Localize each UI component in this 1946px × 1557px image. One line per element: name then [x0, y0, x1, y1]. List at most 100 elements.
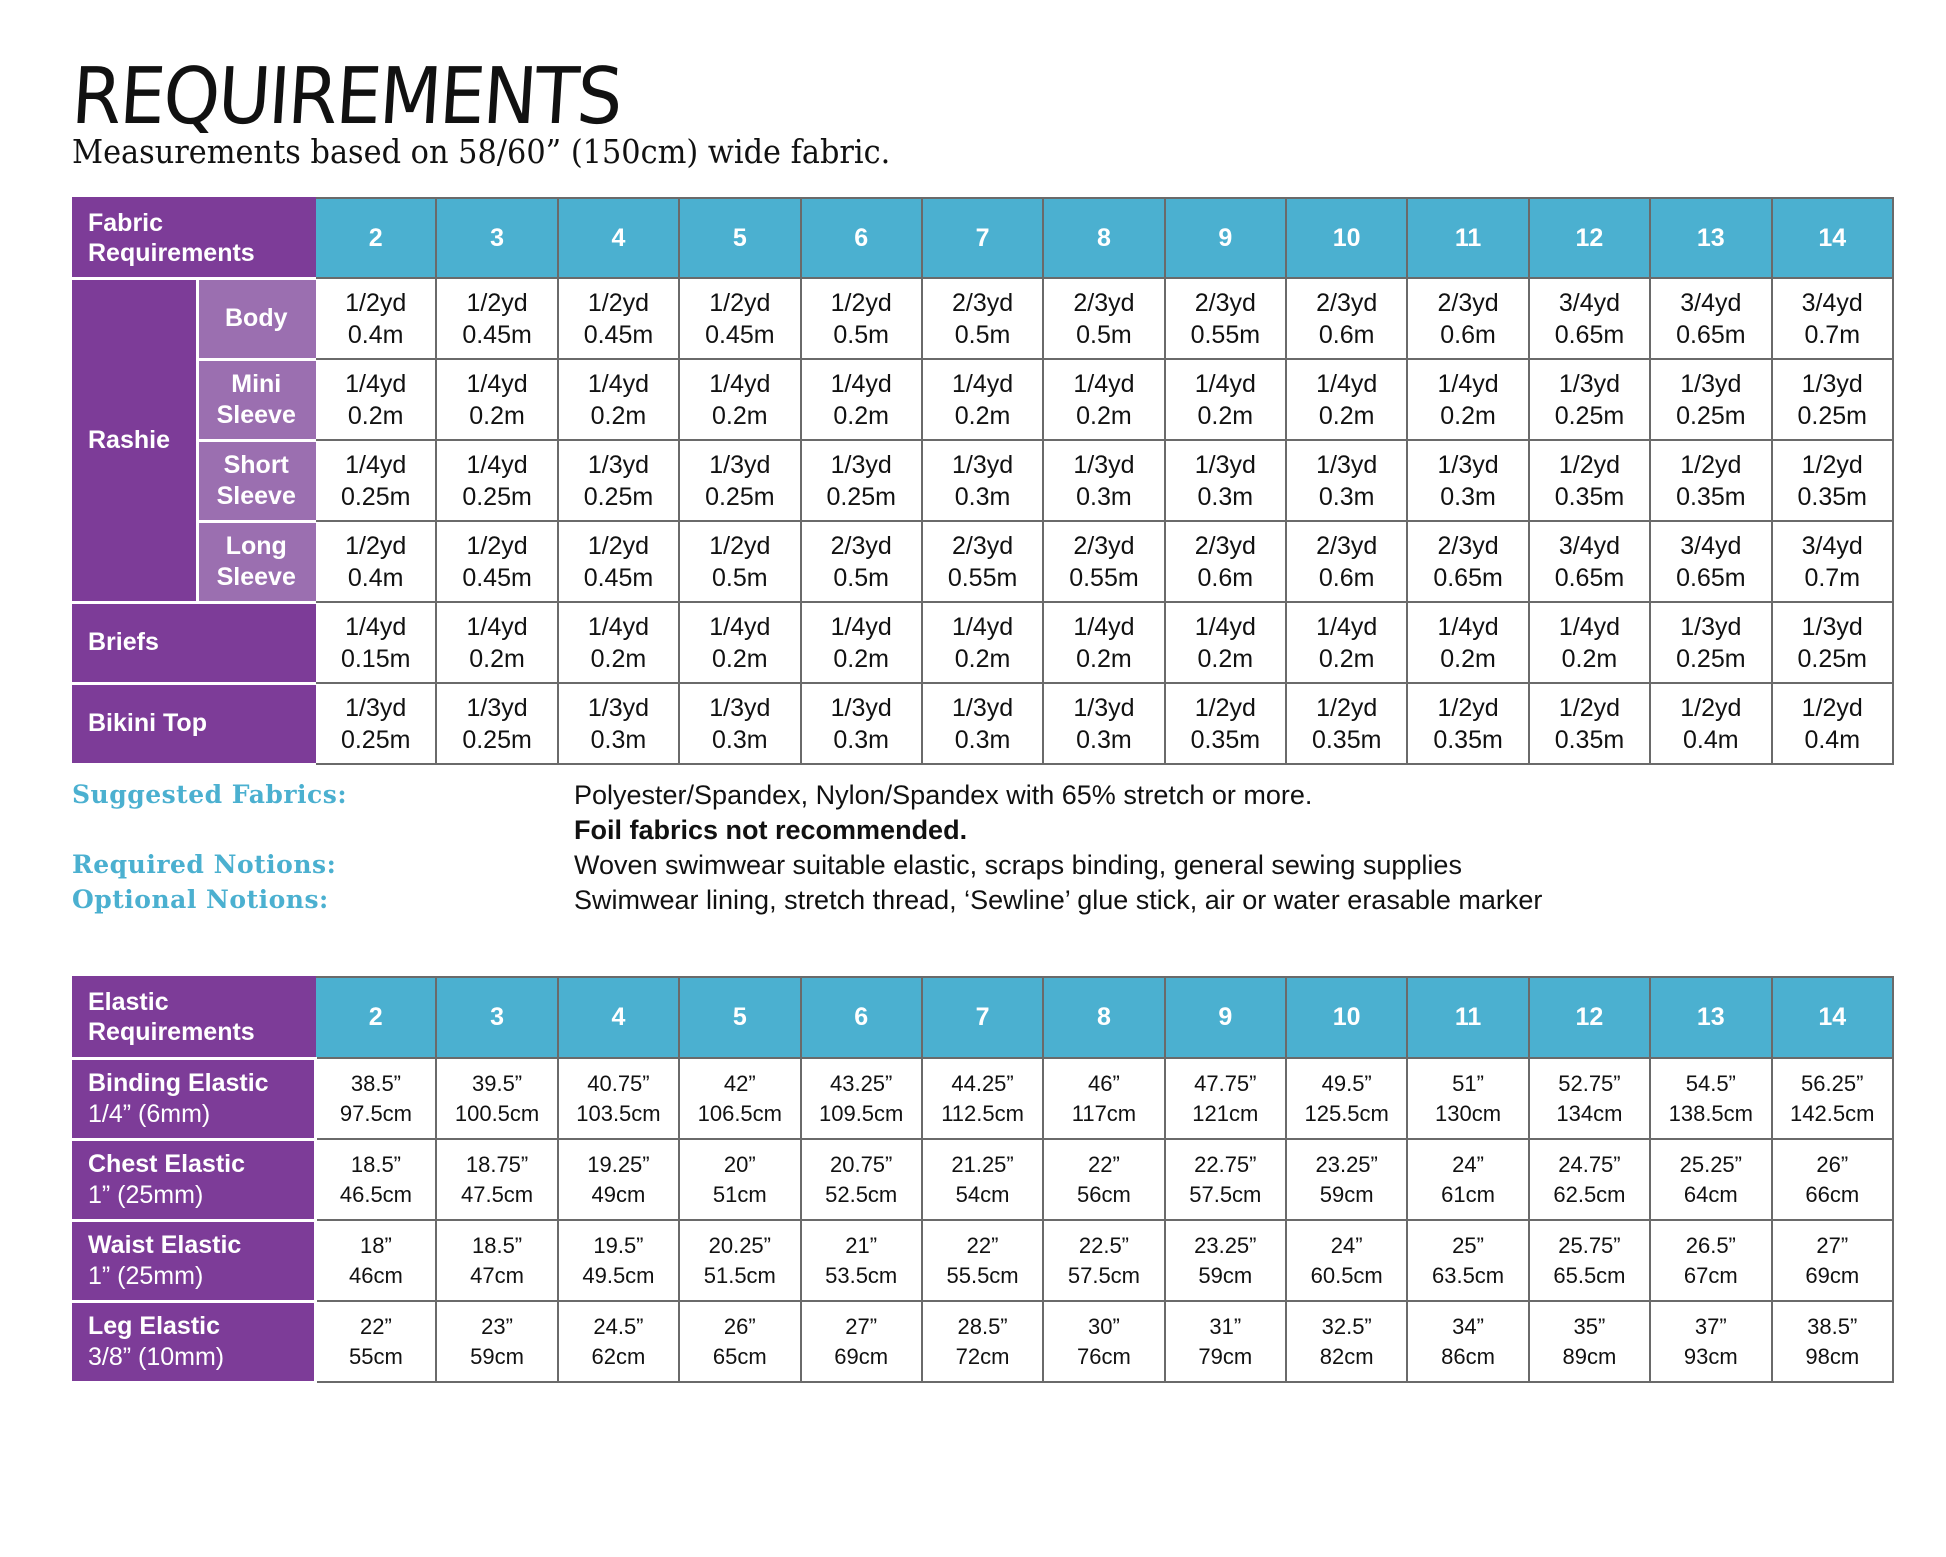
cell-line-2: 0.25m — [462, 725, 532, 754]
cell-line-2: 0.35m — [1433, 725, 1503, 754]
cell-line-2: 0.3m — [1076, 725, 1132, 754]
cell-line-1: 2/3yd — [830, 531, 892, 560]
table-cell: 54.5” 138.5cm — [1649, 1057, 1773, 1140]
cell-line-2: 0.65m — [1554, 320, 1625, 349]
cell-line-2: 67cm — [1683, 1262, 1738, 1288]
table-cell: 1/4yd 0.2m — [799, 358, 923, 441]
size-header-3: 3 — [435, 197, 559, 279]
cell-line-1: 1/4yd — [951, 369, 1014, 398]
cell-line-1: 1/3yd — [830, 693, 892, 722]
cell-line-2: 0.5m — [712, 563, 768, 592]
table-cell: 1/4yd 0.2m — [1163, 358, 1288, 441]
cell-line-1: 1/4yd — [1316, 612, 1378, 641]
cell-line-2: 0.6m — [1197, 563, 1254, 592]
cell-line-2: 0.3m — [1076, 482, 1132, 511]
table-cell: 1/4yd 0.15m — [313, 601, 438, 684]
table-cell: 38.5” 98cm — [1770, 1300, 1894, 1383]
cell-line-2: 0.2m — [712, 401, 768, 430]
cell-line-2: 0.7m — [1804, 320, 1861, 349]
cell-line-1: 3/4yd — [1558, 531, 1621, 560]
table-cell: 3/4yd 0.65m — [1527, 277, 1652, 360]
cell-line-1: 30” — [1088, 1313, 1120, 1339]
row-label: Short Sleeve — [196, 439, 316, 523]
cell-line-1: 52.75” — [1558, 1070, 1621, 1096]
cell-line-1: 1/2yd — [1194, 693, 1256, 722]
cell-line-1: 22” — [360, 1313, 392, 1339]
cell-line-1: 44.25” — [951, 1070, 1014, 1096]
table-cell: 22” 55cm — [313, 1300, 438, 1383]
cell-line-2: 112.5cm — [941, 1100, 1024, 1126]
cell-line-1: 1/2yd — [830, 288, 892, 317]
cell-line-1: 40.75” — [587, 1070, 650, 1096]
cell-line-2: 0.65m — [1433, 563, 1503, 592]
table-cell: 2/3yd 0.6m — [1284, 520, 1409, 603]
table-cell: 2/3yd 0.55m — [1042, 520, 1166, 603]
cell-line-1: 2/3yd — [1437, 531, 1499, 560]
cell-line-2: 0.45m — [583, 563, 654, 592]
cell-line-2: 0.35m — [1676, 482, 1746, 511]
table-row: Leg Elastic 3/8” (10mm) 22” 55cm 23” 59cm 24.5… — [72, 1300, 1894, 1384]
cell-line-1: 2/3yd — [1194, 288, 1256, 317]
cell-line-2: 0.2m — [469, 644, 525, 673]
cell-line-2: 61cm — [1441, 1181, 1495, 1207]
table-cell: 26” 65cm — [678, 1300, 802, 1383]
row-group-label: Rashie — [72, 277, 199, 604]
table-cell: 1/2yd 0.45m — [556, 520, 681, 603]
cell-line-1: 43.25” — [829, 1070, 893, 1096]
cell-line-2: 0.2m — [833, 401, 889, 430]
table-cell: 32.5” 82cm — [1284, 1300, 1409, 1383]
cell-line-2: 0.45m — [462, 320, 532, 349]
cell-line-2: 0.45m — [583, 320, 654, 349]
cell-line-1: 1/3yd — [587, 450, 650, 479]
table-cell: 3/4yd 0.7m — [1770, 277, 1894, 360]
table-cell: 38.5” 97.5cm — [313, 1057, 438, 1140]
cell-line-1: 23.25” — [1194, 1232, 1257, 1258]
size-header-10: 10 — [1284, 976, 1409, 1059]
table-cell: 1/3yd 0.25m — [1649, 358, 1773, 441]
cell-line-2: 0.4m — [347, 563, 404, 592]
table-cell: 1/4yd 0.25m — [435, 439, 559, 522]
table-header-label: Fabric Requirements — [72, 197, 316, 280]
cell-line-1: 1/2yd — [466, 288, 528, 317]
table-cell: 43.25” 109.5cm — [799, 1057, 923, 1140]
size-header-13: 13 — [1649, 197, 1773, 279]
table-cell: 1/3yd 0.25m — [678, 439, 802, 522]
cell-line-1: 26.5” — [1685, 1232, 1736, 1258]
cell-line-1: 22” — [1088, 1151, 1120, 1177]
size-header-7: 7 — [920, 197, 1045, 279]
table-cell: 1/3yd 0.25m — [1527, 358, 1652, 441]
cell-line-1: 25.25” — [1679, 1151, 1742, 1177]
table-cell: 2/3yd 0.5m — [920, 277, 1045, 360]
cell-line-1: 2/3yd — [1194, 531, 1256, 560]
cell-line-1: 1/3yd — [1801, 369, 1863, 398]
table-cell: 25.75” 65.5cm — [1527, 1219, 1652, 1302]
cell-line-2: 89cm — [1562, 1343, 1617, 1369]
cell-line-1: 32.5” — [1321, 1313, 1372, 1339]
cell-line-2: 0.25m — [1676, 401, 1746, 430]
cell-line-2: 0.6m — [1318, 320, 1375, 349]
cell-line-1: 1/3yd — [466, 693, 528, 722]
size-header-2: 2 — [313, 976, 438, 1059]
cell-line-2: 130cm — [1435, 1100, 1502, 1126]
cell-line-2: 54cm — [955, 1181, 1010, 1207]
cell-line-2: 69cm — [1805, 1262, 1860, 1288]
cell-line-1: 1/4yd — [466, 369, 528, 398]
table-cell: 21” 53.5cm — [799, 1219, 923, 1302]
cell-line-2: 0.3m — [954, 482, 1011, 511]
cell-line-1: 1/3yd — [1194, 450, 1256, 479]
cell-line-2: 59cm — [1319, 1181, 1374, 1207]
note-label: Optional Notions: — [72, 885, 329, 914]
cell-line-2: 46.5cm — [339, 1181, 413, 1207]
cell-line-1: 21” — [845, 1232, 878, 1258]
note-value-bold: Foil fabrics not recommended. — [574, 815, 968, 845]
elastic-width: 1” (25mm) — [88, 1180, 204, 1209]
size-header-4: 4 — [556, 197, 681, 279]
elastic-name: Waist Elastic — [88, 1230, 242, 1259]
row-label: Waist Elastic 1” (25mm) — [72, 1219, 317, 1303]
cell-line-2: 103.5cm — [576, 1100, 661, 1126]
cell-line-1: 1/2yd — [345, 288, 407, 317]
table-cell: 19.25” 49cm — [556, 1138, 681, 1221]
table-cell: 24” 60.5cm — [1284, 1219, 1409, 1302]
cell-line-2: 138.5cm — [1668, 1100, 1753, 1126]
row-label: Body — [196, 277, 316, 361]
